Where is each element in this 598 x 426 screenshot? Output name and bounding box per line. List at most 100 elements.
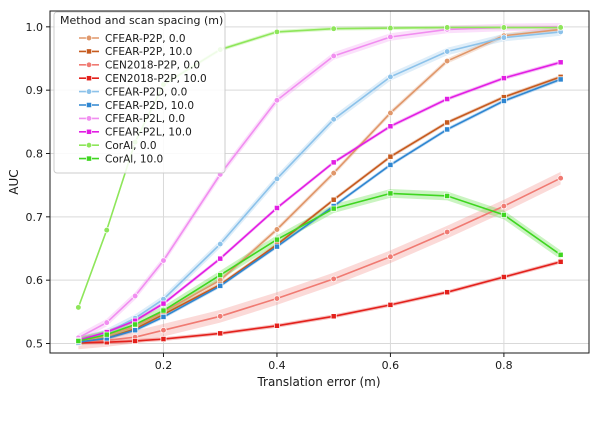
legend-swatch-marker <box>85 88 93 95</box>
legend-box <box>53 11 226 174</box>
point-cfear-p2p-0-0 <box>444 57 451 65</box>
legend-item: CEN2018-P2P, 0.0 <box>79 60 200 72</box>
legend-swatch-marker <box>86 102 92 108</box>
point-cfear-p2p-0-0 <box>273 226 281 233</box>
y-tick-label: 0.7 <box>26 211 44 224</box>
point-cen2018-p2p-10-0 <box>557 258 564 265</box>
legend-swatch-marker <box>86 75 92 82</box>
point-cfear-p2d-0-0 <box>444 48 451 55</box>
point-cfear-p2d-10-0 <box>557 76 564 83</box>
point-cen2018-p2p-0-0 <box>557 175 564 182</box>
legend-swatch-marker <box>85 34 93 42</box>
point-coral-0-0 <box>273 28 281 36</box>
point-cen2018-p2p-10-0 <box>387 301 394 308</box>
point-cen2018-p2p-0-0 <box>217 313 224 320</box>
point-cfear-p2l-0-0 <box>131 292 139 300</box>
point-coral-10-0 <box>160 307 167 314</box>
point-coral-10-0 <box>387 190 394 197</box>
legend-swatch-marker <box>86 155 92 162</box>
legend-swatch-marker <box>86 128 92 135</box>
point-coral-10-0 <box>557 251 564 258</box>
point-coral-0-0 <box>500 24 508 31</box>
point-cfear-p2p-0-0 <box>387 109 394 117</box>
point-coral-10-0 <box>444 192 451 199</box>
x-axis-label: Translation error (m) <box>256 375 380 389</box>
point-cfear-p2l-10-0 <box>557 59 564 66</box>
point-cen2018-p2p-10-0 <box>160 336 167 343</box>
x-tick-label: 0.8 <box>495 359 513 372</box>
point-cen2018-p2p-10-0 <box>500 274 507 280</box>
point-cfear-p2l-0-0 <box>160 257 167 264</box>
point-cfear-p2d-10-0 <box>273 243 280 250</box>
point-coral-10-0 <box>103 331 110 338</box>
legend-label: CorAl, 0.0 <box>105 140 157 152</box>
point-coral-0-0 <box>75 304 82 311</box>
point-coral-0-0 <box>387 24 394 32</box>
point-cen2018-p2p-0-0 <box>273 295 281 302</box>
legend-item: CEN2018-P2P, 10.0 <box>79 73 207 85</box>
legend-item: CorAl, 10.0 <box>79 153 163 165</box>
x-tick-label: 0.4 <box>268 359 286 372</box>
point-cfear-p2l-10-0 <box>500 75 507 82</box>
series-marker-layer <box>75 23 564 347</box>
legend-item: CFEAR-P2P, 0.0 <box>79 33 186 45</box>
legend-label: CEN2018-P2P, 0.0 <box>105 60 200 72</box>
point-coral-0-0 <box>557 24 564 31</box>
x-tick-label: 0.6 <box>382 359 400 372</box>
point-cen2018-p2p-0-0 <box>330 275 337 283</box>
point-cen2018-p2p-0-0 <box>444 228 451 236</box>
point-cfear-p2l-0-0 <box>273 97 281 104</box>
point-cfear-p2d-0-0 <box>273 175 281 182</box>
point-cen2018-p2p-10-0 <box>132 338 139 344</box>
legend-label: CFEAR-P2L, 10.0 <box>105 127 192 139</box>
point-coral-10-0 <box>330 205 337 212</box>
point-cfear-p2d-0-0 <box>217 240 224 248</box>
legend-swatch-marker <box>85 115 93 122</box>
point-cfear-p2d-10-0 <box>387 161 394 168</box>
legend-item: CFEAR-P2D, 0.0 <box>79 86 187 98</box>
band-cfear-p2p-0-0 <box>78 26 561 345</box>
legend-swatch-marker <box>86 48 92 55</box>
y-tick-label: 0.9 <box>26 84 44 97</box>
legend: Method and scan spacing (m) CFEAR-P2P, 0… <box>53 11 226 174</box>
point-cfear-p2l-0-0 <box>330 52 337 60</box>
point-coral-0-0 <box>444 24 451 31</box>
point-cfear-p2p-0-0 <box>330 169 337 177</box>
point-cfear-p2d-10-0 <box>217 282 224 289</box>
legend-label: CFEAR-P2P, 0.0 <box>105 33 186 45</box>
point-cfear-p2l-10-0 <box>273 205 280 211</box>
tick-layer: 0.2 0.4 0.6 0.8 0.5 0.6 0.7 0.8 0.9 1.0 <box>26 21 513 372</box>
point-cen2018-p2p-10-0 <box>330 313 337 320</box>
legend-label: CFEAR-P2D, 0.0 <box>105 86 187 98</box>
point-cfear-p2d-10-0 <box>444 126 451 133</box>
legend-item: CFEAR-P2P, 10.0 <box>79 46 192 58</box>
point-cfear-p2l-0-0 <box>103 319 110 326</box>
point-cen2018-p2p-10-0 <box>273 322 280 329</box>
y-axis-label: AUC <box>7 169 21 194</box>
legend-swatch-marker <box>85 61 93 68</box>
point-cen2018-p2p-10-0 <box>217 330 224 337</box>
y-tick-label: 0.6 <box>26 274 44 287</box>
y-tick-label: 0.5 <box>26 338 44 351</box>
point-coral-10-0 <box>132 321 139 328</box>
legend-swatch-marker <box>85 142 93 149</box>
point-cfear-p2d-10-0 <box>500 97 507 104</box>
legend-title: Method and scan spacing (m) <box>60 14 223 27</box>
legend-label: CEN2018-P2P, 10.0 <box>105 73 207 85</box>
point-coral-0-0 <box>103 226 110 234</box>
legend-item: CorAl, 0.0 <box>79 140 157 152</box>
band-cfear-p2p-10-0 <box>78 75 561 345</box>
point-cfear-p2p-10-0 <box>444 119 451 126</box>
point-cfear-p2d-0-0 <box>387 73 394 81</box>
point-cfear-p2l-10-0 <box>160 300 167 307</box>
point-cfear-p2l-0-0 <box>387 33 394 41</box>
point-cfear-p2l-10-0 <box>444 96 451 102</box>
point-cen2018-p2p-0-0 <box>160 327 167 334</box>
legend-item: CFEAR-P2D, 10.0 <box>79 100 194 112</box>
point-cfear-p2d-10-0 <box>160 313 167 320</box>
point-coral-10-0 <box>217 272 224 279</box>
point-cen2018-p2p-10-0 <box>444 289 451 296</box>
legend-label: CFEAR-P2L, 0.0 <box>105 113 185 125</box>
